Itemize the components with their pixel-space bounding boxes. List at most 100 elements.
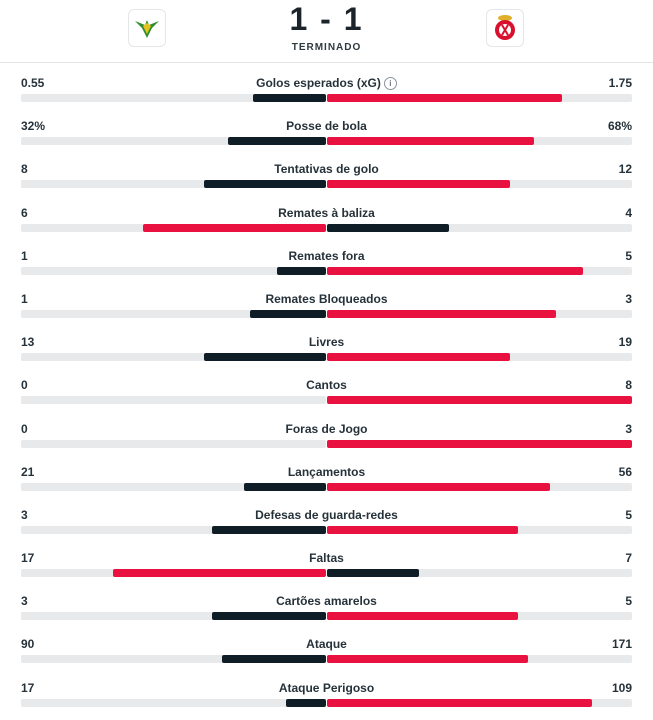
away-stat-value: 5 <box>625 507 632 522</box>
stat-row: 3 Defesas de guarda-redes 5 <box>0 498 653 541</box>
stat-label: Golos esperados (xG) i <box>0 76 653 90</box>
home-bar-track <box>21 396 326 405</box>
home-stat-value: 13 <box>21 335 35 350</box>
away-bar-fill <box>327 137 535 146</box>
stat-row: 0 Cantos 8 <box>0 368 653 411</box>
statistics-list: 0.55 Golos esperados (xG) i 1.75 32% Posse de… <box>0 66 653 714</box>
away-bar-track <box>327 698 632 707</box>
away-bar-fill <box>327 309 556 318</box>
stat-label: Lançamentos <box>0 465 653 479</box>
stat-row: 17 Ataque Perigoso 109 <box>0 671 653 714</box>
home-stat-value: 1 <box>21 291 28 306</box>
home-team-logo[interactable] <box>128 9 166 47</box>
away-bar-track <box>327 223 632 232</box>
stat-row: 0 Foras de Jogo 3 <box>0 412 653 455</box>
away-bar-track <box>327 482 632 491</box>
home-stat-value: 0 <box>21 421 28 436</box>
away-bar-fill <box>327 223 449 232</box>
away-bar-track <box>327 396 632 405</box>
home-bar-fill <box>211 612 326 621</box>
away-bar-track <box>327 439 632 448</box>
match-status: TERMINADO <box>291 42 362 53</box>
home-bar-track <box>21 482 326 491</box>
away-bar-track <box>327 525 632 534</box>
stat-label: Posse de bola <box>0 119 653 133</box>
away-bar-fill <box>327 180 510 189</box>
home-bar-fill <box>204 353 326 362</box>
away-bar-fill <box>327 266 584 275</box>
stat-label-text: Golos esperados (xG) <box>256 76 381 90</box>
away-bar-fill <box>327 353 510 362</box>
away-stat-value: 171 <box>611 637 632 652</box>
home-bar-fill <box>222 655 326 664</box>
away-stat-value: 4 <box>625 205 632 220</box>
away-stat-value: 7 <box>625 551 632 566</box>
stat-label-text: Ataque <box>306 637 347 652</box>
match-score: 1 - 1 <box>289 1 364 37</box>
home-stat-value: 8 <box>21 162 28 177</box>
home-bar-track <box>21 266 326 275</box>
stat-label: Remates fora <box>0 249 653 263</box>
stat-label-text: Posse de bola <box>286 119 367 134</box>
home-bar-fill <box>249 309 326 318</box>
home-bar-track <box>21 137 326 146</box>
home-bar-fill <box>243 482 326 491</box>
away-bar-track <box>327 353 632 362</box>
stat-label-text: Livres <box>308 335 345 350</box>
home-bar-fill <box>211 525 326 534</box>
home-stat-value: 32% <box>21 119 46 134</box>
stat-label-text: Lançamentos <box>287 464 366 479</box>
home-bar-track <box>21 309 326 318</box>
away-stat-value: 1.75 <box>608 76 632 90</box>
stat-row: 90 Ataque 171 <box>0 627 653 670</box>
stat-row: 8 Tentativas de golo 12 <box>0 152 653 195</box>
stat-label-text: Foras de Jogo <box>285 421 368 436</box>
away-bar-fill <box>327 482 550 491</box>
away-bar-fill <box>327 525 518 534</box>
away-team-logo[interactable] <box>486 9 524 47</box>
away-bar-track <box>327 655 632 664</box>
home-bar-fill <box>112 569 326 578</box>
info-icon[interactable]: i <box>383 77 397 90</box>
home-bar-track <box>21 223 326 232</box>
home-stat-value: 0.55 <box>21 76 45 90</box>
away-stat-value: 109 <box>611 680 632 695</box>
away-crest-icon <box>495 15 515 40</box>
stat-row: 21 Lançamentos 56 <box>0 455 653 498</box>
home-stat-value: 3 <box>21 507 28 522</box>
home-crest-icon <box>135 20 159 38</box>
away-stat-value: 68% <box>607 119 632 134</box>
away-bar-fill <box>327 569 419 578</box>
away-bar-fill <box>327 698 593 707</box>
home-bar-track <box>21 525 326 534</box>
stat-label: Remates Bloqueados <box>0 292 653 306</box>
stat-row: 0.55 Golos esperados (xG) i 1.75 <box>0 66 653 109</box>
away-stat-value: 5 <box>625 248 632 263</box>
home-stat-value: 17 <box>21 551 35 566</box>
stat-label-text: Tentativas de golo <box>274 162 379 177</box>
stat-label-text: Ataque Perigoso <box>278 680 375 695</box>
away-bar-track <box>327 180 632 189</box>
stat-row: 1 Remates fora 5 <box>0 239 653 282</box>
stat-label: Defesas de guarda-redes <box>0 508 653 522</box>
away-bar-fill <box>327 396 632 405</box>
home-stat-value: 6 <box>21 205 28 220</box>
stat-label: Foras de Jogo <box>0 422 653 436</box>
stat-label-text: Defesas de guarda-redes <box>255 507 398 522</box>
away-stat-value: 8 <box>625 378 632 393</box>
stat-label: Cantos <box>0 378 653 392</box>
home-bar-fill <box>143 223 326 232</box>
home-bar-fill <box>286 698 326 707</box>
stat-label: Tentativas de golo <box>0 162 653 176</box>
away-bar-track <box>327 612 632 621</box>
away-stat-value: 3 <box>625 421 632 436</box>
home-bar-track <box>21 94 326 102</box>
stat-label-text: Remates Bloqueados <box>265 291 388 306</box>
home-bar-track <box>21 612 326 621</box>
stat-row: 3 Cartões amarelos 5 <box>0 584 653 627</box>
away-bar-track <box>327 137 632 146</box>
away-bar-track <box>327 569 632 578</box>
home-bar-track <box>21 353 326 362</box>
stat-label-text: Cartões amarelos <box>276 594 377 609</box>
stat-label-text: Cantos <box>306 378 347 393</box>
